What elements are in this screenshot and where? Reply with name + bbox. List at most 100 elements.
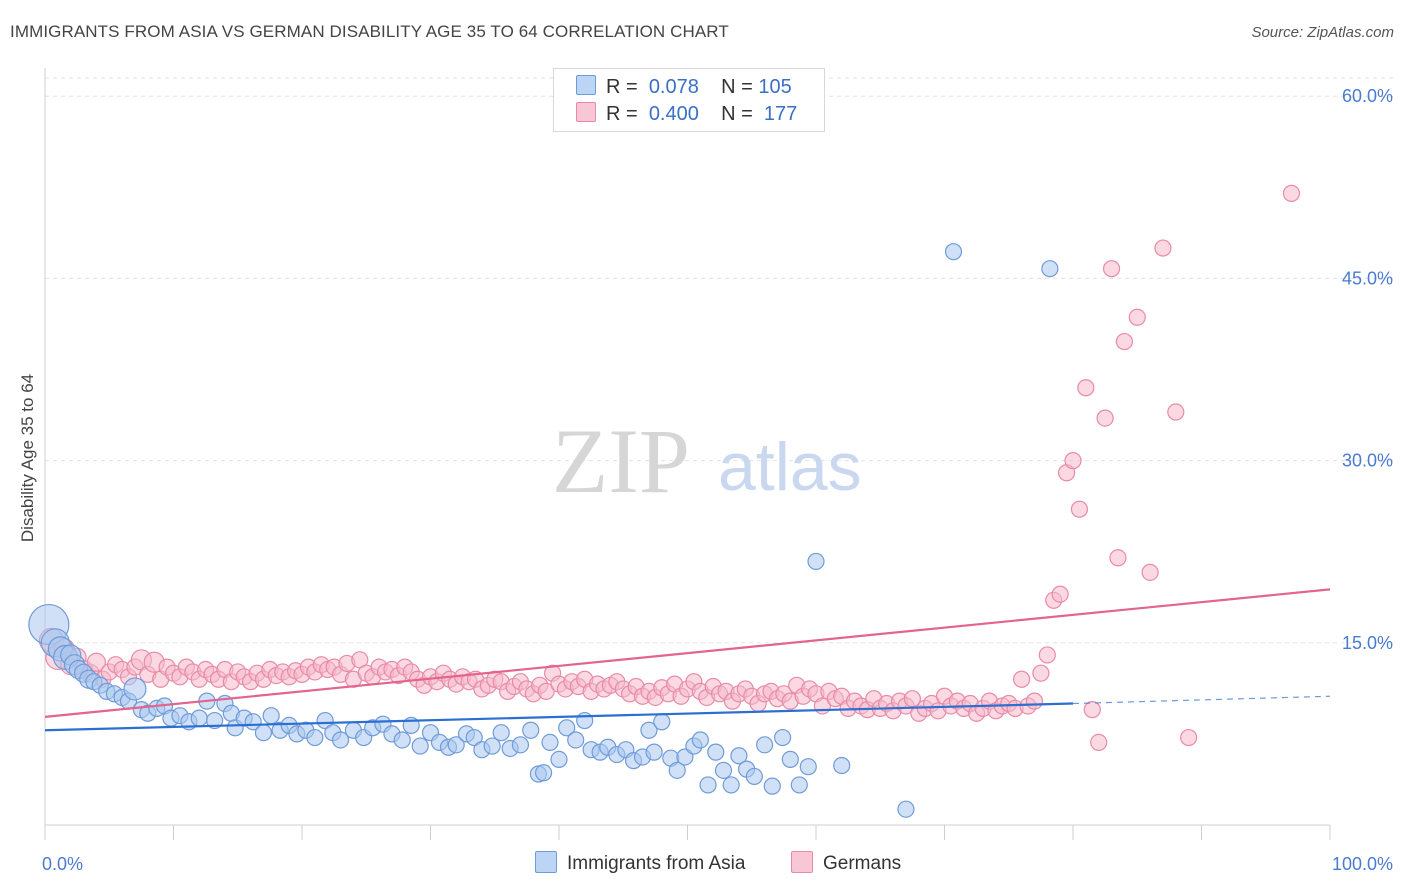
germans-point xyxy=(1077,379,1095,397)
asia-point xyxy=(833,756,851,775)
bottom-legend-swatch-asia xyxy=(535,851,557,873)
asia-point xyxy=(206,711,224,730)
germans-point xyxy=(1128,308,1146,326)
bottom-legend-swatch-germans xyxy=(791,851,813,873)
asia-point xyxy=(722,776,740,794)
asia-point xyxy=(511,736,530,754)
asia-point xyxy=(807,552,825,571)
y-tick-label: 45.0% xyxy=(1342,268,1393,288)
asia-point xyxy=(790,776,808,794)
asia-point xyxy=(316,711,334,730)
watermark-zip: ZIP xyxy=(552,410,690,512)
legend-row-germans: R = 0.400 N = 177 xyxy=(576,102,797,126)
germans-point xyxy=(86,652,107,672)
asia-point xyxy=(1041,260,1059,278)
germans-point xyxy=(1070,500,1089,518)
asia-point xyxy=(483,737,501,755)
asia-point xyxy=(558,719,576,737)
legend-n-label: N = xyxy=(721,103,753,125)
tick-labels: 15.0% 30.0% 45.0% 60.0% 0.0% 100.0% xyxy=(42,86,1393,874)
asia-point xyxy=(576,711,594,730)
legend-swatch-germans xyxy=(576,102,596,122)
asia-point xyxy=(714,761,733,779)
germans-point xyxy=(1167,403,1185,421)
legend-r-value: 0.400 xyxy=(648,103,699,125)
asia-point xyxy=(645,743,663,761)
asia-point xyxy=(653,713,671,731)
asia-point xyxy=(781,750,799,769)
bottom-legend-label-asia: Immigrants from Asia xyxy=(567,853,746,874)
asia-point xyxy=(691,731,709,749)
germans-point xyxy=(1180,728,1198,747)
legend-row-asia: R = 0.078 N = 105 xyxy=(576,75,792,99)
asia-point xyxy=(522,721,540,739)
chart-title: IMMIGRANTS FROM ASIA VS GERMAN DISABILIT… xyxy=(10,22,729,41)
watermark-atlas: atlas xyxy=(718,429,862,505)
germans-point xyxy=(1102,260,1121,278)
asia-point xyxy=(541,733,559,752)
asia-point xyxy=(393,731,411,749)
germans-point xyxy=(1051,585,1069,603)
germans-point xyxy=(1064,452,1082,470)
watermark: ZIP atlas xyxy=(552,410,862,512)
legend-r-label: R = xyxy=(606,76,638,98)
y-tick-label: 60.0% xyxy=(1342,86,1393,106)
legend-n-value: 105 xyxy=(758,76,792,98)
bottom-legend-germans: Germans xyxy=(791,851,901,875)
legend-n-value: 177 xyxy=(763,103,798,125)
y-tick-label: 15.0% xyxy=(1342,633,1393,653)
germans-point xyxy=(537,682,555,700)
germans-point xyxy=(1038,646,1056,664)
asia-point xyxy=(447,736,465,754)
asia-trend-line xyxy=(44,702,1074,732)
asia-point xyxy=(567,731,585,749)
bottom-legend-label-germans: Germans xyxy=(823,853,902,874)
asia-trend-extension xyxy=(1072,695,1331,705)
asia-point xyxy=(755,736,774,754)
x-tick-label-max: 100.0% xyxy=(1332,854,1393,874)
asia-point xyxy=(331,731,350,749)
asia-point xyxy=(534,764,553,782)
asia-point xyxy=(707,743,725,761)
asia-point xyxy=(262,707,280,725)
asia-point xyxy=(640,721,658,739)
asia-point xyxy=(745,767,763,786)
legend-r-label: R = xyxy=(606,103,638,125)
correlation-legend: R = 0.078 N = 105 R = 0.400 N = 177 xyxy=(553,68,825,132)
germans-point xyxy=(1012,670,1031,688)
legend-n-label: N = xyxy=(721,76,753,98)
germans-point xyxy=(1032,664,1050,682)
asia-points xyxy=(28,243,1059,818)
asia-point xyxy=(492,724,510,742)
germans-point xyxy=(1154,239,1172,257)
asia-point xyxy=(465,728,483,747)
germans-point xyxy=(1096,409,1114,427)
y-tick-label: 30.0% xyxy=(1342,451,1393,471)
legend-swatch-asia xyxy=(576,75,596,95)
asia-point xyxy=(306,728,324,747)
bottom-legend-asia: Immigrants from Asia xyxy=(535,851,745,875)
asia-point xyxy=(123,677,147,701)
asia-point xyxy=(411,737,429,755)
asia-point xyxy=(190,709,208,727)
axes xyxy=(44,68,1331,840)
asia-point xyxy=(763,777,781,795)
asia-point xyxy=(699,776,717,794)
germans-point xyxy=(1115,332,1134,351)
asia-point xyxy=(799,758,817,776)
germans-point xyxy=(1109,549,1127,567)
asia-point xyxy=(897,800,915,818)
asia-point xyxy=(254,724,273,742)
germans-trend-line xyxy=(44,588,1331,718)
trend-lines xyxy=(44,588,1331,732)
asia-point xyxy=(773,728,792,747)
germans-point xyxy=(1141,563,1159,581)
germans-point xyxy=(1083,701,1101,719)
x-tick-label-min: 0.0% xyxy=(42,854,83,874)
germans-point xyxy=(1025,692,1044,710)
grid-lines xyxy=(45,77,1395,644)
asia-point xyxy=(668,761,686,779)
germans-point xyxy=(1090,733,1108,752)
asia-point xyxy=(550,750,568,769)
